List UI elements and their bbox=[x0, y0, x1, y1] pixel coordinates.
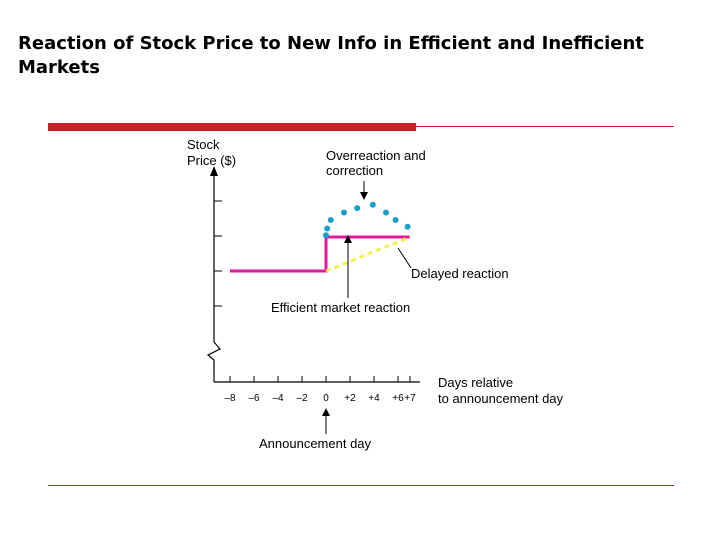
x-tick-label: +2 bbox=[344, 393, 356, 404]
series-point-overreaction bbox=[323, 232, 329, 239]
x-tick-label: +4 bbox=[368, 393, 380, 404]
title-rule-thick bbox=[48, 123, 416, 131]
x-tick-label: +7 bbox=[404, 393, 416, 404]
annotation-arrowhead-overreaction bbox=[360, 192, 368, 200]
x-tick-label: –2 bbox=[296, 393, 308, 404]
title-rule-thin bbox=[416, 126, 674, 127]
y-axis-title: Stock Price ($) bbox=[187, 137, 236, 168]
x-tick-label: –4 bbox=[272, 393, 284, 404]
annotation-overreaction: Overreaction and correction bbox=[326, 148, 426, 178]
annotation-arrowhead-announcement bbox=[322, 408, 330, 416]
x-tick-label: +6 bbox=[392, 393, 404, 404]
series-point-overreaction bbox=[392, 217, 399, 223]
series-point-overreaction bbox=[324, 225, 331, 232]
series-line-efficient bbox=[230, 235, 410, 273]
series-line-delayed bbox=[325, 235, 411, 273]
series-point-overreaction bbox=[354, 205, 361, 212]
series-point-overreaction bbox=[383, 209, 389, 216]
x-axis-title: Days relative to announcement day bbox=[438, 375, 564, 406]
x-tick-label: –6 bbox=[248, 393, 260, 404]
y-axis-break bbox=[206, 341, 221, 361]
annotation-efficient: Efficient market reaction bbox=[271, 300, 410, 315]
annotation-arrowhead-efficient bbox=[344, 235, 352, 243]
series-point-overreaction bbox=[327, 217, 334, 223]
y-axis-arrowhead bbox=[210, 166, 218, 176]
annotation-delayed: Delayed reaction bbox=[411, 266, 509, 281]
series-point-overreaction bbox=[369, 201, 376, 208]
x-tick-label: –8 bbox=[224, 393, 236, 404]
x-tick-label: 0 bbox=[323, 393, 329, 404]
footer-rule bbox=[48, 485, 674, 486]
slide-title: Reaction of Stock Price to New Info in E… bbox=[18, 33, 644, 78]
series-point-overreaction bbox=[404, 223, 411, 230]
annotation-arrow-delayed bbox=[397, 247, 412, 269]
annotation-announcement: Announcement day bbox=[259, 436, 372, 451]
series-point-overreaction bbox=[341, 209, 347, 216]
